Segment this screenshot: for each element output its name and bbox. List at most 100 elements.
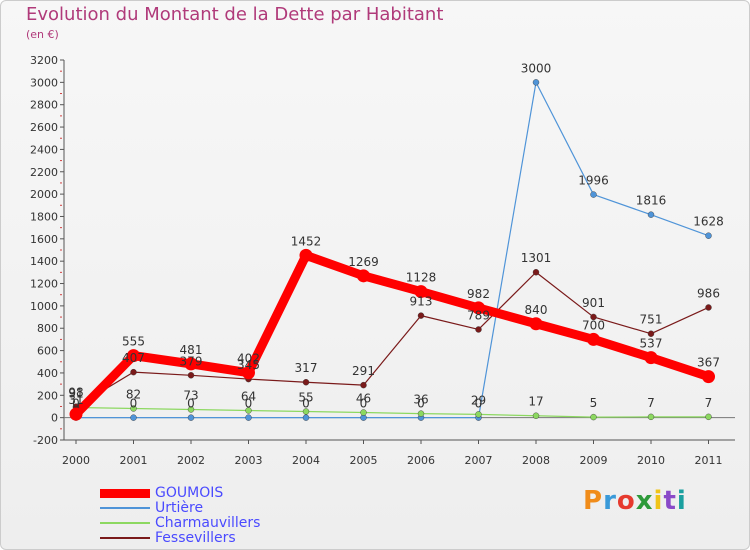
data-label: 0: [417, 397, 425, 411]
data-label: 982: [467, 287, 490, 301]
y-tick-label: 1200: [30, 278, 58, 291]
data-label: 367: [697, 356, 720, 370]
y-tick-label: 3000: [30, 76, 58, 89]
data-point: [587, 332, 600, 346]
data-label: 7: [647, 396, 655, 410]
data-label: 82: [126, 387, 141, 401]
data-label: 73: [183, 388, 198, 402]
data-label: 317: [295, 361, 318, 375]
data-label: 0: [130, 397, 138, 411]
data-point: [590, 413, 597, 421]
data-point: [414, 285, 428, 299]
y-tick-label: 800: [37, 322, 58, 335]
x-tick-label: 2007: [465, 454, 493, 467]
data-label: 901: [582, 296, 605, 310]
data-point: [130, 405, 137, 412]
data-label: 98: [68, 386, 83, 400]
data-label: 1301: [521, 251, 552, 265]
data-label: 0: [245, 397, 253, 411]
data-point: [475, 326, 482, 333]
data-point: [705, 413, 712, 421]
data-point: [532, 412, 540, 419]
data-point: [357, 269, 370, 283]
y-tick-label: 600: [37, 345, 58, 358]
data-label: 0: [302, 397, 310, 411]
data-label: 3000: [521, 61, 552, 75]
series-line-charmauvillers: [75, 406, 710, 418]
data-label: 64: [241, 389, 256, 403]
data-label: 1452: [291, 234, 322, 248]
legend-swatch: [100, 522, 150, 524]
data-label: 555: [122, 335, 145, 349]
logo-letter: i: [653, 486, 664, 516]
data-point: [69, 407, 83, 421]
data-point: [647, 211, 655, 218]
logo-letter: i: [676, 486, 687, 516]
x-tick-label: 2003: [235, 454, 263, 467]
y-tick-label: 2400: [30, 143, 58, 156]
data-point: [529, 317, 543, 331]
x-tick-label: 2011: [695, 454, 723, 467]
data-point: [130, 414, 137, 421]
data-point: [187, 372, 195, 379]
y-tick-label: 2600: [30, 121, 58, 134]
data-point: [590, 191, 597, 198]
data-label: 0: [72, 397, 80, 411]
data-label: 91: [68, 386, 83, 400]
data-label: 1128: [406, 271, 437, 285]
data-point: [590, 313, 597, 321]
y-tick-label: 1600: [30, 233, 58, 246]
data-label: 1269: [348, 255, 379, 269]
data-label: 481: [180, 343, 203, 357]
data-point: [475, 411, 482, 418]
data-label: 407: [122, 351, 145, 365]
data-point: [360, 409, 367, 416]
data-label: 1816: [636, 194, 667, 208]
legend-item: Charmauvillers: [100, 515, 340, 531]
data-point: [417, 410, 425, 417]
data-label: 36: [413, 393, 428, 407]
data-point: [302, 408, 310, 415]
logo-letter: P: [583, 486, 604, 516]
data-label: 0: [475, 397, 483, 411]
y-tick-label: 2200: [30, 166, 58, 179]
y-tick-label: 3200: [30, 54, 58, 67]
data-point: [644, 351, 658, 365]
legend-item: Fessevillers: [100, 530, 340, 546]
x-tick-label: 2008: [522, 454, 550, 467]
data-point: [245, 407, 252, 414]
proxiti-logo: Proxiti: [583, 486, 687, 516]
y-tick-label: 1800: [30, 210, 58, 223]
y-tick-label: 0: [51, 412, 58, 425]
legend-item: GOUMOIS: [100, 485, 340, 501]
x-tick-label: 2004: [292, 454, 320, 467]
legend-item: Urtière: [100, 500, 340, 516]
y-tick-label: 200: [37, 389, 58, 402]
legend-label: Charmauvillers: [155, 515, 261, 531]
x-tick-label: 2002: [177, 454, 205, 467]
data-label: 5: [590, 396, 598, 410]
data-label: 840: [525, 303, 548, 317]
data-label: 789: [467, 308, 490, 322]
series-line-urtière: [75, 81, 710, 419]
y-tick-label: 2800: [30, 99, 58, 112]
y-tick-label: 1400: [30, 255, 58, 268]
data-point: [417, 312, 425, 319]
data-point: [647, 330, 655, 337]
data-point: [302, 414, 310, 421]
legend-swatch: [100, 507, 150, 509]
series-line-fessevillers: [75, 271, 710, 408]
data-label: 55: [298, 391, 313, 405]
logo-letter: r: [603, 486, 617, 516]
data-point: [187, 414, 195, 421]
series-line-goumois: [71, 250, 713, 419]
data-point: [705, 304, 712, 311]
data-point: [532, 79, 540, 86]
y-tick-label: -200: [33, 434, 58, 447]
legend-label: GOUMOIS: [155, 485, 224, 501]
data-label: 1996: [578, 174, 609, 188]
data-point: [647, 413, 655, 421]
data-point: [702, 370, 715, 384]
x-tick-label: 2005: [350, 454, 378, 467]
data-label: 345: [237, 358, 260, 372]
